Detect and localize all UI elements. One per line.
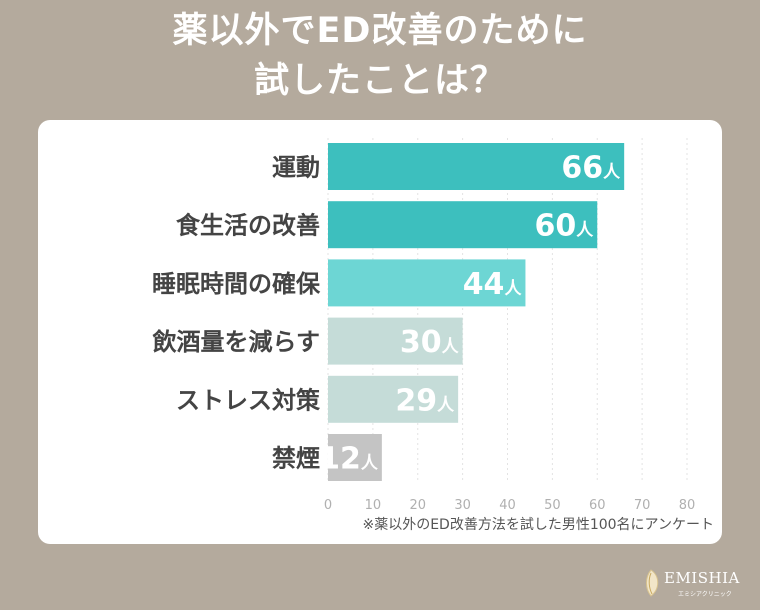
data-label: 60人	[535, 209, 595, 244]
x-tick-label: 30	[454, 498, 471, 513]
x-tick-label: 80	[679, 498, 696, 513]
chart-panel: 0 10 20 30 40 50 60 70 80 運動 66人食生活の改善 60人睡眠時間の確保 44…	[38, 120, 722, 544]
footnote: ※薬以外のED改善方法を試した男性100名にアンケート	[362, 517, 714, 533]
category-label: 食生活の改善	[176, 212, 320, 240]
x-tick-label: 60	[589, 498, 606, 513]
data-label: 66人	[561, 151, 621, 186]
x-tick-label: 0	[324, 498, 332, 513]
category-label: 禁煙	[272, 445, 320, 473]
category-label: 運動	[272, 154, 320, 182]
title-line-2: 試したことは？	[253, 61, 506, 101]
bar	[328, 375, 459, 423]
bar	[328, 317, 463, 365]
category-label: 睡眠時間の確保	[152, 270, 321, 298]
data-label: 44人	[463, 267, 523, 302]
x-tick-label: 10	[365, 498, 382, 513]
x-tick-label: 20	[409, 498, 426, 513]
data-label: 12人	[319, 442, 379, 477]
leaf-icon	[646, 569, 659, 597]
title-line-1: 薬以外でED改善のために	[172, 11, 588, 51]
bar	[328, 434, 382, 481]
x-tick-label: 40	[499, 498, 516, 513]
data-label: 29人	[395, 383, 455, 418]
data-label: 30人	[400, 325, 460, 360]
category-label: 飲酒量を減らす	[151, 328, 320, 356]
x-tick-label: 50	[544, 498, 561, 513]
x-tick-label: 70	[634, 498, 651, 513]
page-title: 薬以外でED改善のために 試したことは？	[0, 6, 760, 106]
brand-name: EMISHIA	[664, 569, 740, 587]
brand-logo: EMISHIA エミシアクリニック	[640, 567, 750, 601]
bar	[328, 143, 625, 190]
brand-subtitle: エミシアクリニック	[678, 591, 732, 598]
category-label: ストレス対策	[176, 386, 321, 414]
bar	[328, 259, 526, 307]
bar	[328, 201, 598, 249]
